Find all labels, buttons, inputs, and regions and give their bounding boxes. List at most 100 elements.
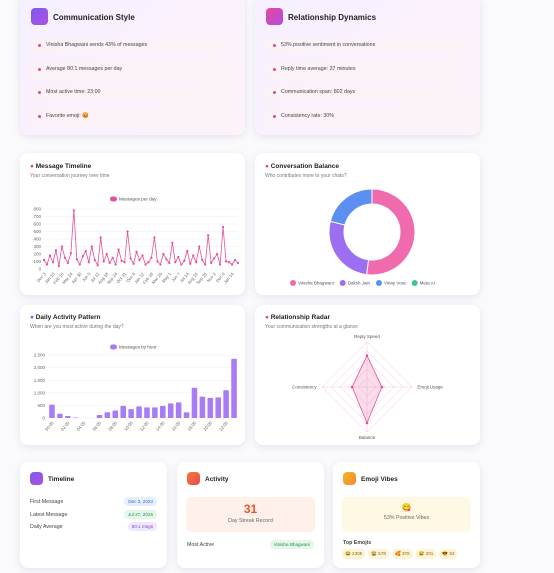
y-tick-label: 600: [33, 222, 41, 227]
icon: [31, 8, 48, 25]
x-tick-label: Dec 8: [215, 271, 226, 283]
point: [186, 249, 189, 253]
radar-label: Reply Speed: [354, 335, 380, 339]
bar: [152, 407, 158, 418]
point: [230, 263, 234, 266]
point: [126, 230, 129, 233]
chart-card: ● Relationship Radar Your communication …: [255, 305, 480, 445]
x-tick-label: 08:00: [107, 420, 118, 432]
communication-style-card: Communication Style Vinisha Bhagwani sen…: [20, 0, 245, 135]
bar: [199, 396, 206, 418]
point: [174, 261, 177, 264]
title-text: Conversation Balance: [270, 163, 340, 170]
point: [168, 261, 171, 265]
chart-card: ● Message Timeline Your conversation jou…: [20, 153, 245, 295]
radar-point: [350, 385, 354, 389]
icon: [187, 472, 200, 485]
point: [51, 261, 55, 264]
y-tick-label: 0: [42, 416, 45, 421]
point: [123, 261, 126, 264]
y-tick-label: 300: [33, 244, 41, 249]
bar: [207, 397, 214, 418]
row-label: First Message: [30, 499, 64, 505]
bar: [128, 409, 134, 418]
y-tick-label: 2,500: [34, 353, 46, 358]
point: [224, 260, 228, 263]
point: [236, 261, 240, 265]
legend-label: Daksh Jain: [348, 281, 371, 286]
emoji-pill: 😂 2305: [342, 549, 366, 559]
legend-label: Meta AI: [420, 281, 435, 286]
point: [117, 248, 120, 251]
y-tick-label: 2,000: [34, 365, 46, 370]
legend-swatch: [411, 280, 418, 286]
bar: [120, 405, 126, 418]
chart: 0 500 1,000 1,500 2,000 2,500 Messages by hour…: [34, 344, 238, 432]
emoji: 😭: [371, 551, 377, 556]
chart-subtitle: Your conversation journey over time: [30, 173, 110, 179]
chart-card: ● Conversation Balance Who contributes m…: [255, 153, 480, 295]
radar-label: Consistency: [292, 385, 317, 390]
x-tick-label: May 1: [161, 271, 173, 284]
icon: [30, 472, 43, 485]
point: [48, 254, 52, 257]
card-title: Relationship Dynamics: [288, 13, 377, 22]
emoji-count: 53: [449, 551, 455, 556]
legend-label: Messages by hour: [119, 345, 157, 350]
x-tick-label: Dec 3: [36, 271, 47, 283]
point: [114, 263, 117, 266]
x-tick-label: 10:00: [123, 420, 134, 432]
point: [54, 249, 58, 252]
streak-box: 31 Day Streak Record: [186, 497, 315, 532]
point: [75, 258, 78, 261]
emoji-count: 2305: [352, 551, 363, 556]
point: [69, 252, 72, 255]
emoji: 😂: [345, 551, 351, 556]
point: [60, 245, 64, 248]
point: [108, 261, 111, 265]
insight: Most active time: 23:00: [30, 84, 235, 101]
point: [105, 252, 108, 256]
point: [111, 256, 114, 259]
insight: Vinisha Bhagwani sends 43% of messages: [30, 37, 235, 54]
timeline-row: Daily Average 80.1 msgs: [30, 522, 157, 531]
x-tick-label: 14:00: [155, 420, 166, 432]
x-tick-label: Jul 12: [89, 271, 101, 283]
chart-title: ● Conversation Balance: [265, 163, 340, 170]
chart-subtitle: Who contributes more to your chats?: [265, 173, 347, 179]
row-value: Jul 27, 2025: [123, 510, 157, 519]
streak-label: Day Streak Record: [228, 518, 273, 524]
point: [156, 260, 159, 263]
y-tick-label: 0: [38, 267, 41, 272]
row-label: Daily Average: [30, 524, 63, 530]
legend-label: Messages per day: [119, 197, 157, 202]
y-tick-label: 400: [33, 237, 41, 242]
insight: Reply time average: 37 minutes: [265, 61, 470, 78]
chart-title: ● Message Timeline: [30, 163, 92, 170]
emoji-pill: 😅 201: [415, 549, 437, 559]
row-value: Dec 3, 2023: [124, 497, 157, 506]
x-tick-label: 02:00: [60, 420, 71, 432]
bar: [160, 405, 166, 418]
y-tick-label: 800: [33, 207, 41, 212]
point: [120, 259, 123, 262]
x-tick-label: 04:00: [76, 420, 87, 432]
point: [201, 258, 204, 262]
x-tick-label: 00:00: [44, 420, 55, 432]
x-tick-label: 12:00: [139, 420, 150, 432]
emoji-count: 578: [378, 551, 386, 556]
slice: [328, 220, 370, 276]
y-tick-label: 1,500: [34, 378, 46, 383]
bar: [65, 415, 71, 418]
bar: [96, 414, 103, 418]
point: [57, 264, 61, 268]
point: [90, 245, 93, 248]
point: [213, 257, 216, 260]
x-tick-label: Jul 14: [179, 271, 191, 283]
x-tick-label: Jun 7: [170, 271, 181, 283]
point: [233, 258, 237, 262]
point: [93, 258, 96, 262]
point: [218, 263, 222, 266]
point: [210, 261, 213, 265]
point: [96, 264, 99, 267]
